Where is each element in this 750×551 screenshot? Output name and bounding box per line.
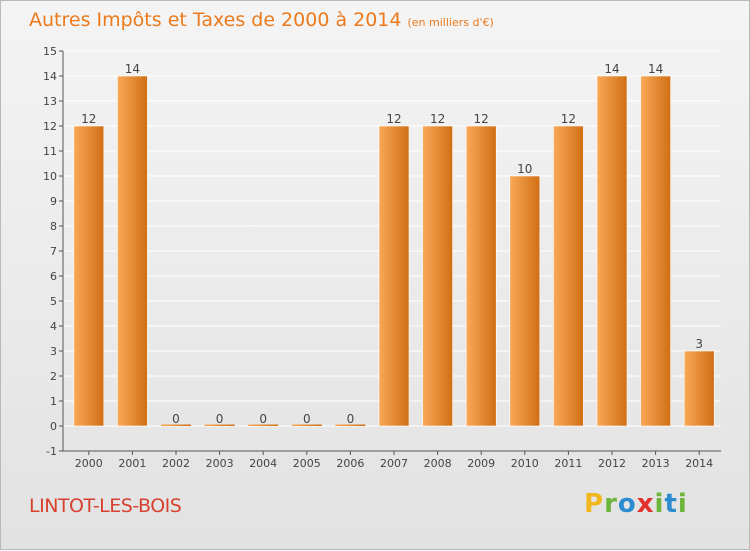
- bar: [509, 175, 541, 427]
- bar: [117, 75, 148, 427]
- data-labels: 12 14 0 0 0 0 0 12 12 12 10 12 14 14 3: [81, 62, 703, 426]
- data-label: 0: [172, 412, 180, 426]
- bars: [73, 75, 715, 427]
- axes: [59, 50, 721, 455]
- y-tick-label: -1: [46, 445, 57, 458]
- data-label: 14: [648, 62, 663, 76]
- chart-subtitle: (en milliers d'€): [407, 16, 494, 29]
- data-label: 12: [561, 112, 576, 126]
- y-tick-label: 3: [50, 345, 57, 358]
- x-tick-label: 2014: [685, 457, 713, 470]
- x-tick-label: 2013: [642, 457, 670, 470]
- x-tick-label: 2008: [424, 457, 452, 470]
- x-tick-label: 2005: [293, 457, 321, 470]
- y-tick-label: 12: [43, 120, 57, 133]
- data-label: 14: [125, 62, 140, 76]
- data-label: 0: [216, 412, 224, 426]
- bar: [73, 125, 105, 427]
- bar: [465, 125, 497, 427]
- y-tick-label: 1: [50, 395, 57, 408]
- logo-letter: P: [584, 489, 605, 519]
- x-tick-label: 2007: [380, 457, 408, 470]
- x-tick-label: 2004: [249, 457, 277, 470]
- data-label: 12: [81, 112, 96, 126]
- y-tick-label: 7: [50, 245, 57, 258]
- proxiti-logo: Proxiti: [584, 489, 688, 519]
- bar: [204, 424, 235, 426]
- chart-title: Autres Impôts et Taxes de 2000 à 2014 (en…: [29, 9, 494, 31]
- x-tick-label: 2012: [598, 457, 626, 470]
- chart-title-text: Autres Impôts et Taxes de 2000 à 2014: [29, 9, 402, 31]
- bar: [161, 424, 191, 426]
- bar: [248, 424, 279, 426]
- bar: [596, 75, 628, 427]
- data-label: 12: [430, 112, 445, 126]
- y-tick-label: 6: [50, 270, 57, 283]
- bar: [378, 125, 410, 427]
- logo-letter: r: [604, 489, 618, 519]
- y-tick-label: 4: [50, 320, 57, 333]
- y-tick-label: 8: [50, 220, 57, 233]
- logo-letter: x: [636, 489, 655, 519]
- data-label: 0: [303, 412, 311, 426]
- x-tick-labels: 2000 2001 2002 2003 2004 2005 2006 2007 2008 2009…: [75, 457, 713, 470]
- data-label: 0: [347, 412, 355, 426]
- y-tick-label: 2: [50, 370, 57, 383]
- y-tick-label: 11: [43, 145, 57, 158]
- x-tick-label: 2003: [206, 457, 234, 470]
- logo-letter: i: [677, 489, 688, 519]
- y-tick-label: 0: [50, 420, 57, 433]
- x-tick-label: 2011: [554, 457, 582, 470]
- data-label: 14: [604, 62, 619, 76]
- bar: [683, 350, 715, 427]
- bar: [553, 125, 584, 427]
- y-tick-label: 9: [50, 195, 57, 208]
- x-tick-label: 2010: [511, 457, 539, 470]
- x-tick-label: 2001: [118, 457, 146, 470]
- data-label: 10: [517, 162, 532, 176]
- y-tick-label: 14: [43, 70, 57, 83]
- logo-letter: i: [654, 489, 665, 519]
- bar: [335, 424, 366, 426]
- commune-name: LINTOT-LES-BOIS: [29, 495, 182, 517]
- y-tick-label: 13: [43, 95, 57, 108]
- y-tick-label: 5: [50, 295, 57, 308]
- data-label: 3: [695, 337, 703, 351]
- bar: [640, 75, 671, 427]
- y-tick-label: 15: [43, 45, 57, 58]
- bar: [422, 125, 453, 427]
- data-label: 12: [386, 112, 401, 126]
- logo-letter: t: [664, 489, 678, 519]
- bar: [291, 424, 322, 426]
- x-tick-label: 2006: [336, 457, 364, 470]
- x-tick-label: 2009: [467, 457, 495, 470]
- x-tick-label: 2000: [75, 457, 103, 470]
- data-label: 12: [474, 112, 489, 126]
- logo-letter: o: [617, 489, 637, 519]
- data-label: 0: [259, 412, 267, 426]
- y-tick-label: 10: [43, 170, 57, 183]
- x-tick-label: 2002: [162, 457, 190, 470]
